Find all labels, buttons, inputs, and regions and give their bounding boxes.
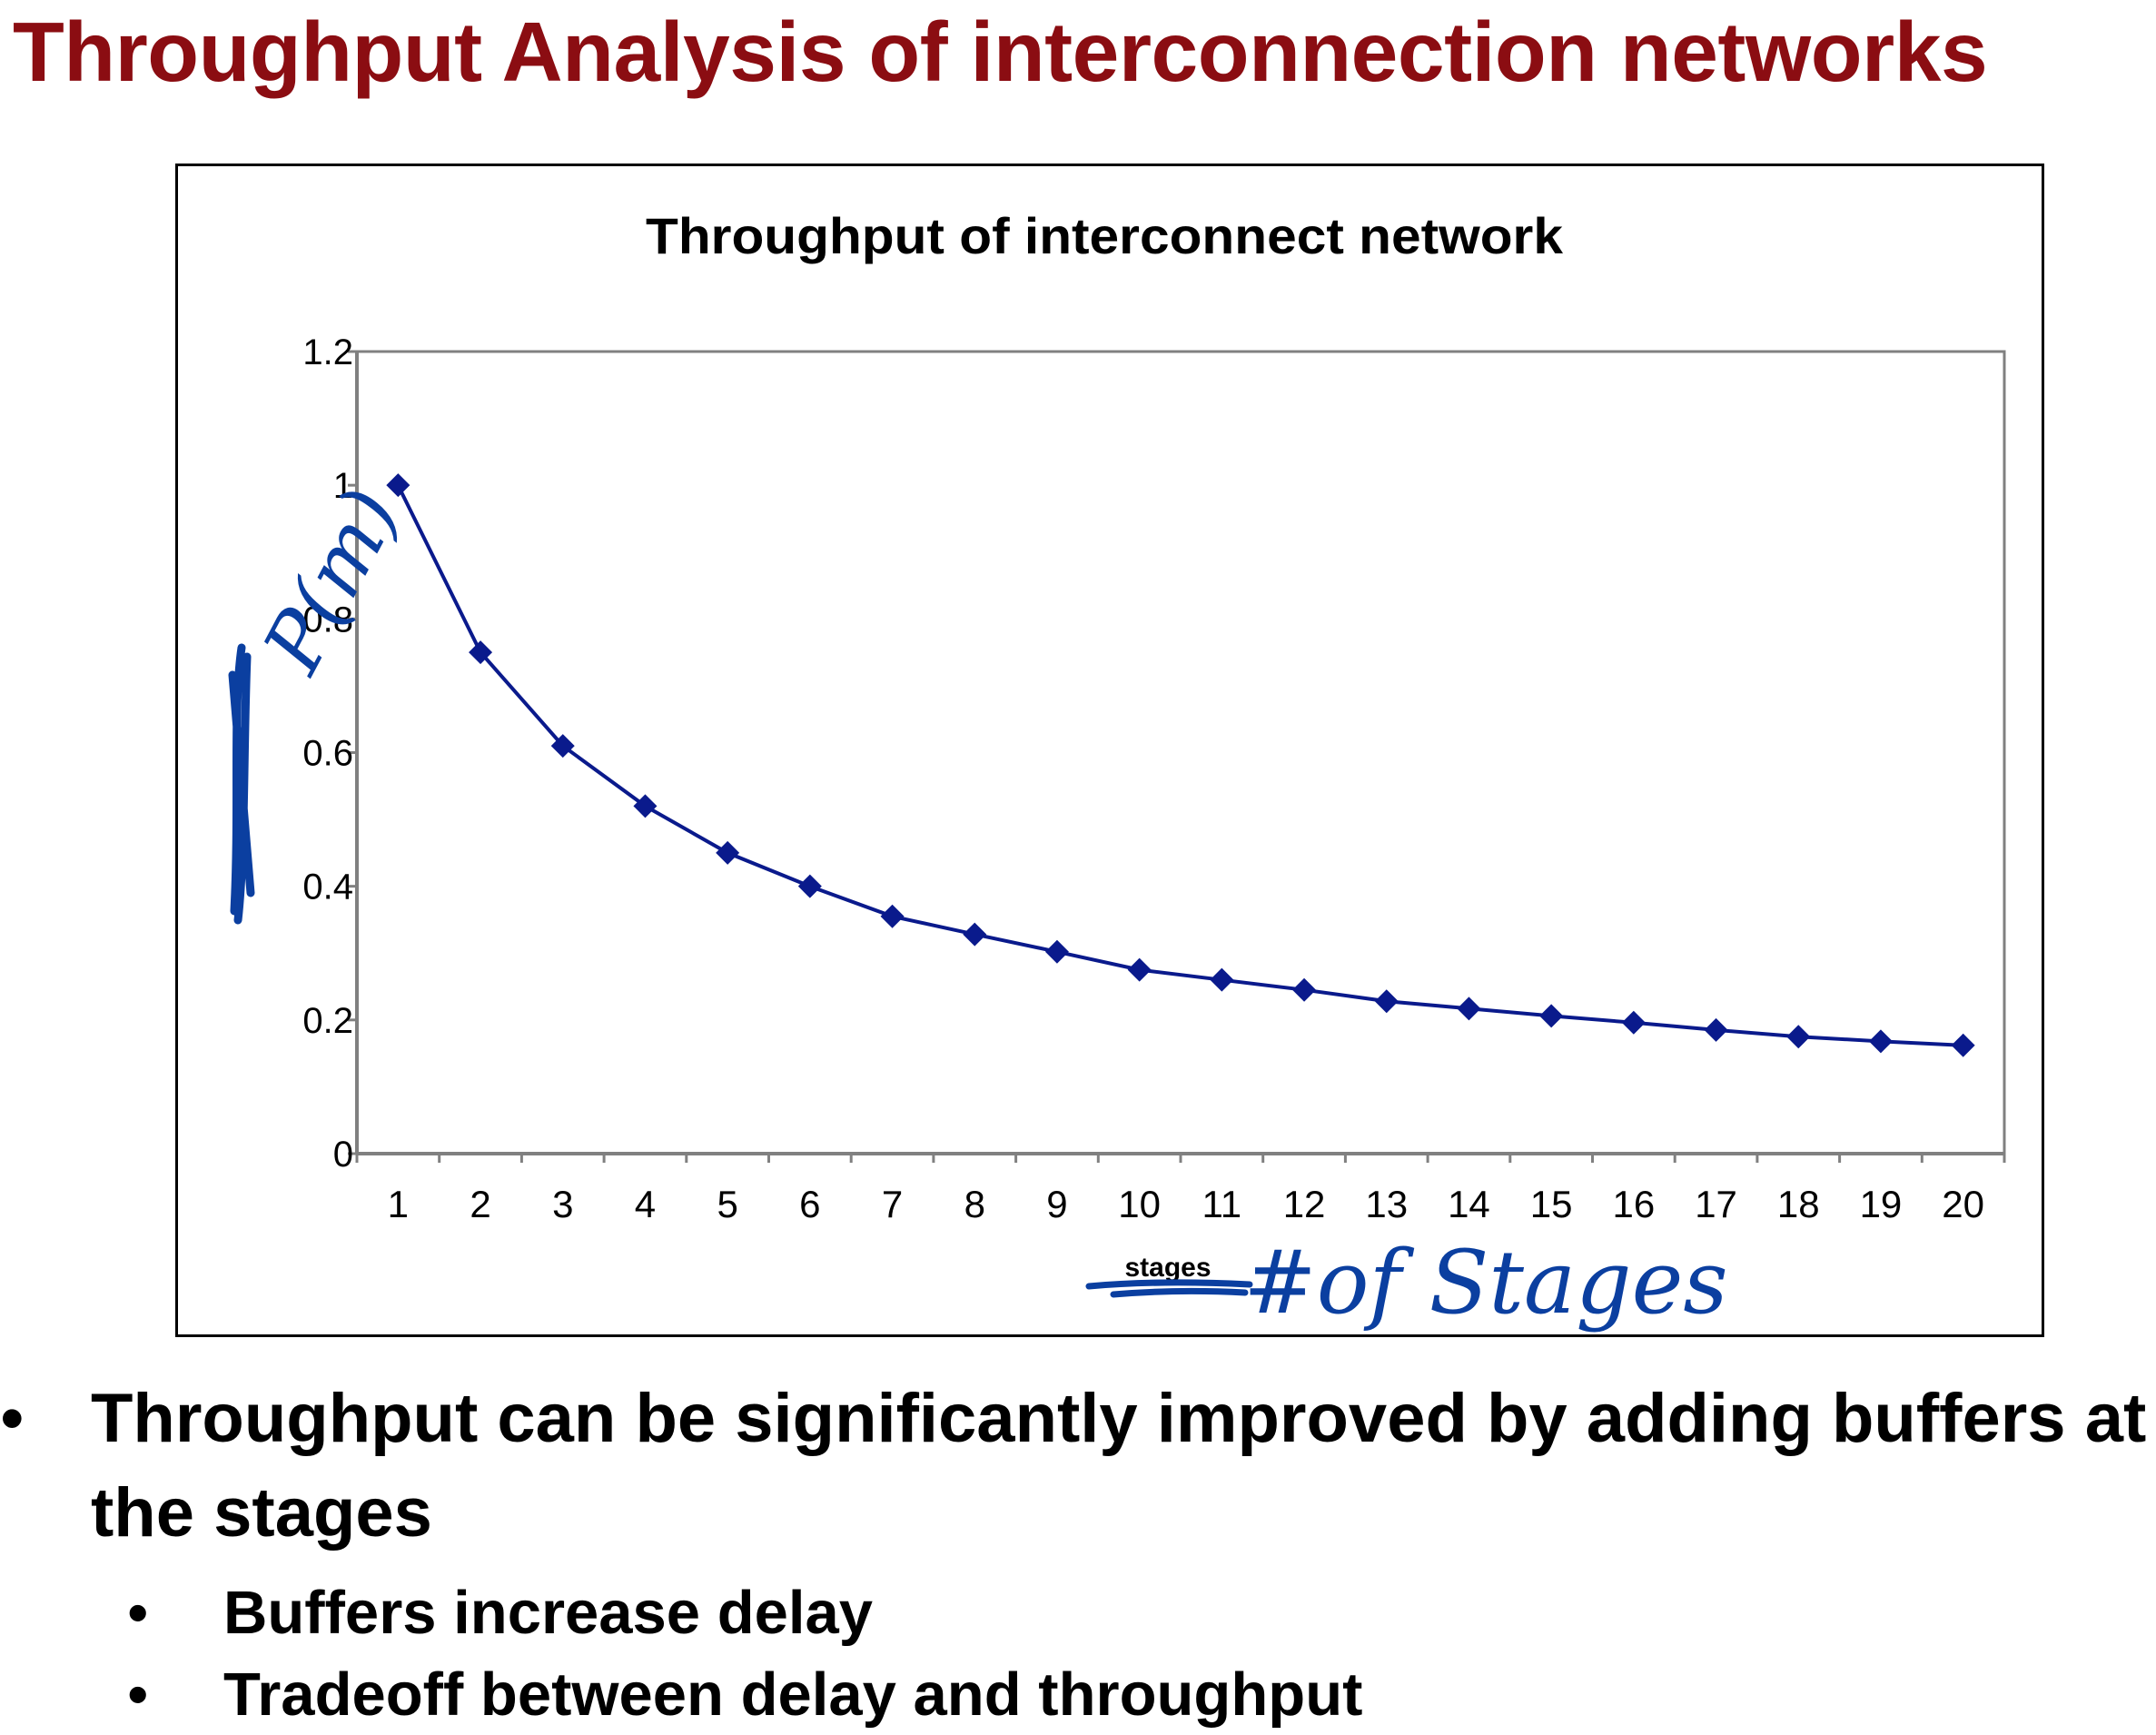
data-point-18 bbox=[1786, 1025, 1811, 1049]
x-axis-label: stages bbox=[1124, 1253, 1211, 1283]
x-tick-label: 1 bbox=[388, 1183, 409, 1225]
data-point-14 bbox=[1457, 996, 1481, 1021]
y-tick-label: 1 bbox=[333, 466, 353, 506]
x-tick-label: 18 bbox=[1777, 1183, 1820, 1225]
x-tick-label: 7 bbox=[882, 1183, 903, 1225]
x-tick-label: 17 bbox=[1695, 1183, 1737, 1225]
x-tick-label: 15 bbox=[1530, 1183, 1573, 1225]
y-label-scribble bbox=[228, 643, 255, 925]
throughput-chart: Throughput of interconnect network 00.20… bbox=[228, 207, 2006, 1333]
y-tick-label: 0.8 bbox=[302, 600, 353, 639]
data-point-10 bbox=[1127, 957, 1152, 982]
bullet-line: Throughput can be significantly improved… bbox=[91, 1380, 2147, 1457]
data-point-2 bbox=[469, 640, 493, 665]
data-point-17 bbox=[1704, 1017, 1728, 1042]
bullet-marker: • bbox=[127, 1579, 149, 1647]
x-axis-ticks: 1 2 3 4 5 6 7 8 9 10 11 12 13 14 15 16 17 18 19 20 bbox=[355, 1154, 2006, 1225]
bullet-marker: • bbox=[0, 1380, 25, 1457]
bullet-list: • Throughput can be significantly improve… bbox=[0, 1372, 2156, 1729]
x-tick-label: 13 bbox=[1365, 1183, 1408, 1225]
bullet-text: Tradeoff between delay and throughput bbox=[223, 1655, 1362, 1735]
y-tick-label: 0.2 bbox=[302, 1001, 353, 1041]
x-tick-label: 11 bbox=[1202, 1183, 1242, 1225]
x-tick-label: 20 bbox=[1942, 1183, 1984, 1225]
data-point-6 bbox=[797, 874, 822, 898]
data-point-4 bbox=[633, 794, 658, 818]
chart-title: Throughput of interconnect network bbox=[646, 207, 1564, 264]
x-tick-label: 8 bbox=[964, 1183, 985, 1225]
slide-title: Throughput Analysis of interconnection n… bbox=[13, 5, 1988, 99]
data-point-12 bbox=[1292, 977, 1317, 1002]
bullet-line: Tradeoff between delay and throughput bbox=[223, 1661, 1363, 1729]
bullet-text: Buffers increase delay bbox=[223, 1573, 873, 1653]
x-tick-label: 14 bbox=[1448, 1183, 1490, 1225]
data-point-11 bbox=[1210, 967, 1234, 992]
bullet-line: Buffers increase delay bbox=[223, 1579, 874, 1647]
x-tick-label: 10 bbox=[1118, 1183, 1161, 1225]
series-points bbox=[386, 473, 1975, 1057]
x-handwritten-annotation: #of Stages bbox=[1243, 1232, 1727, 1333]
x-tick-label: 6 bbox=[799, 1183, 820, 1225]
data-point-19 bbox=[1868, 1029, 1893, 1054]
x-tick-label: 9 bbox=[1046, 1183, 1067, 1225]
plot-area bbox=[355, 350, 2006, 1155]
y-tick-label: 0.6 bbox=[302, 734, 353, 774]
x-tick-label: 2 bbox=[470, 1183, 490, 1225]
y-tick-label: 0.4 bbox=[302, 868, 353, 907]
x-label-strike-scribble bbox=[1085, 1279, 1253, 1298]
bullet-line: the stages bbox=[91, 1474, 432, 1552]
data-point-8 bbox=[963, 922, 987, 947]
y-tick-label: 1.2 bbox=[302, 332, 353, 372]
data-point-13 bbox=[1374, 989, 1399, 1014]
data-point-5 bbox=[716, 840, 740, 865]
data-point-7 bbox=[880, 904, 905, 928]
data-point-16 bbox=[1621, 1010, 1646, 1035]
x-tick-label: 19 bbox=[1860, 1183, 1903, 1225]
x-tick-label: 5 bbox=[717, 1183, 737, 1225]
series-line bbox=[396, 484, 1963, 1047]
x-tick-label: 3 bbox=[552, 1183, 573, 1225]
y-tick-label: 0 bbox=[333, 1135, 353, 1175]
chart-frame: Throughput of interconnect network 0 0.2 0… bbox=[175, 164, 2044, 1337]
data-point-3 bbox=[550, 734, 575, 758]
x-tick-label: 16 bbox=[1612, 1183, 1655, 1225]
data-point-1 bbox=[386, 473, 410, 498]
bullet-text: Throughput can be significantly improved… bbox=[91, 1372, 2146, 1561]
x-tick-label: 4 bbox=[635, 1183, 656, 1225]
data-point-9 bbox=[1044, 939, 1069, 964]
y-axis-ticks: 0 0.2 0.4 0.6 0.8 1 1.2 bbox=[302, 332, 357, 1175]
x-tick-label: 12 bbox=[1283, 1183, 1326, 1225]
data-point-15 bbox=[1539, 1004, 1564, 1028]
data-point-20 bbox=[1951, 1033, 1975, 1057]
bullet-marker: • bbox=[127, 1661, 149, 1729]
